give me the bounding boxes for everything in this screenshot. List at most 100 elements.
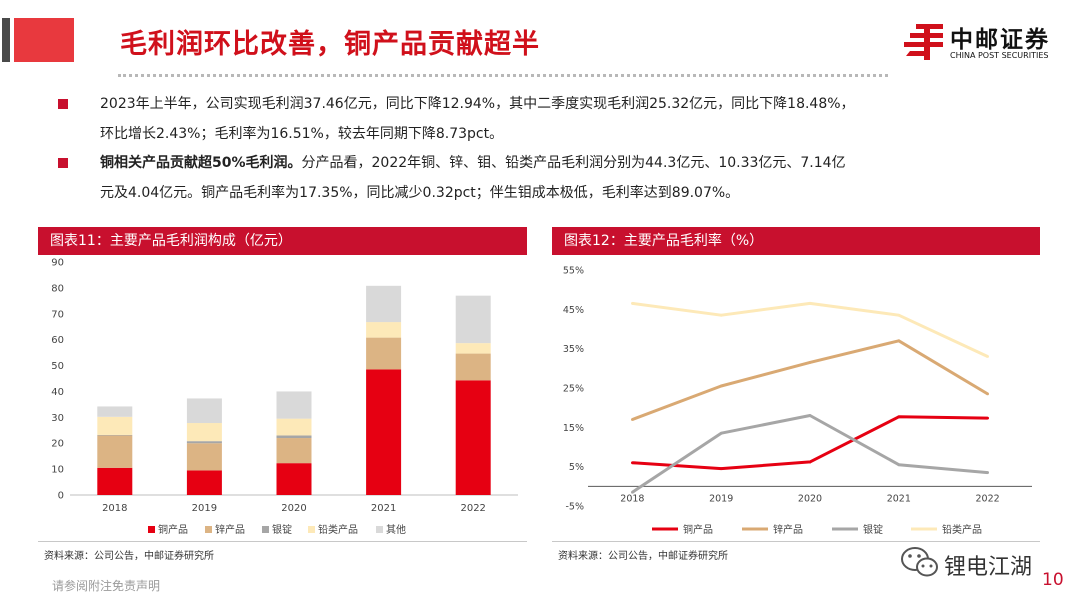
chart-12-source: 资料来源：公司公告，中邮证券研究所 [558,551,728,562]
y-tick-label: 5% [569,462,584,473]
bar-segment [366,322,402,338]
data-point [719,467,723,471]
y-tick-label: 30 [51,413,64,424]
data-point [808,302,812,305]
y-tick-label: 20 [51,439,64,450]
bar-segment [455,295,491,344]
bar-segment [97,467,133,495]
data-point [808,460,812,464]
data-point [808,414,812,417]
bar-segment [366,369,402,495]
data-point [631,302,634,305]
y-tick-label: 90 [51,258,64,269]
bar-segment [186,441,222,444]
series-line [632,301,989,358]
y-tick-label: 0 [58,491,64,502]
bar-segment [186,470,222,495]
x-tick-label: 2018 [620,493,644,504]
data-point [631,490,634,494]
bar-segment [186,423,222,442]
y-tick-label: 15% [563,423,584,434]
bar-segment [276,463,312,495]
bar-segment [276,435,312,439]
bar-segment [97,406,133,417]
chart-12-title: 图表12：主要产品毛利率（%） [552,227,1040,255]
y-tick-label: 60 [51,335,64,346]
data-point [719,384,723,388]
series-line [631,414,988,494]
data-point [897,463,901,467]
line-chart: -5% 5% 15% 25% 35% 45% 55% 2018 2019 2020 2021 2022… [563,266,1032,536]
series-line [631,339,989,421]
bar-segment [97,416,133,435]
y-tick-label: 40 [51,387,64,398]
bar-segment [276,438,312,464]
legend-label: 其他 [386,523,406,536]
company-logo: 中邮证券 CHINA POST SECURITIES [902,20,1072,64]
x-tick-label: 2022 [460,503,485,514]
data-point [986,392,989,396]
legend-swatch [148,526,155,533]
bar-segment [186,443,222,471]
legend-swatch [376,526,383,533]
bar-segment [366,337,402,370]
watermark-text: 锂电江湖 [944,555,1033,580]
y-tick-label: 45% [563,305,584,316]
disclaimer-text: 请参阅附注免责声明 [52,579,161,593]
data-point [719,431,723,435]
bar-segment [276,418,312,436]
data-point [986,416,989,420]
data-point [897,339,901,343]
page-title: 毛利润环比改善，铜产品贡献超半 [120,29,540,60]
source-divider [38,541,527,542]
chart-11-title: 图表11：主要产品毛利润构成（亿元） [38,227,527,255]
title-divider [118,74,888,77]
bullet-1-line-1: 2023年上半年，公司实现毛利润37.46亿元，同比下降12.94%，其中二季度… [100,96,855,112]
bar-segment [97,434,133,436]
y-tick-label: -5% [566,502,585,513]
legend-label: 铅类产品 [942,523,982,536]
chart-11-source: 资料来源：公司公告，中邮证券研究所 [44,551,214,562]
y-tick-label: 10 [51,465,64,476]
y-tick-label: 80 [51,283,64,294]
y-tick-label: 50 [51,361,64,372]
bullet-2-line-2: 元及4.04亿元。铜产品毛利率为17.35%，同比减少0.32pct；伴生钼成本… [100,185,740,201]
data-point [986,471,989,474]
legend-label: 锌产品 [773,523,803,536]
data-point [897,415,901,419]
y-tick-label: 25% [563,384,584,395]
legend-label: 银锭 [272,523,292,536]
data-point [719,313,723,317]
page-number: 10 [1042,570,1064,590]
logo-chinese-name: 中邮证券 [950,27,1050,53]
y-tick-label: 35% [563,344,584,355]
bar-segment [366,285,402,323]
x-tick-label: 2020 [798,493,822,504]
legend-label: 铜产品 [158,523,188,536]
bullet-marker [58,158,68,168]
bullet-2-line-1: 铜相关产品贡献超50%毛利润。分产品看，2022年铜、锌、钼、铅类产品毛利润分别… [100,152,846,174]
data-point [631,461,634,465]
legend-swatch [308,526,315,533]
legend-label: 锌产品 [215,523,245,536]
bullet-2-bold: 铜相关产品贡献超50%毛利润。 [100,155,302,171]
source-divider [552,541,1040,542]
legend-label: 铜产品 [683,523,713,536]
bullet-1-line-2: 环比增长2.43%；毛利率为16.51%，较去年同期下降8.73pct。 [100,126,504,142]
x-tick-label: 2021 [371,503,396,514]
china-post-emblem-icon [904,24,943,60]
wechat-icon [901,547,938,577]
data-point [897,313,901,317]
header-deco-red [14,18,74,62]
legend-swatch [262,526,269,533]
bar-segment [455,353,491,381]
data-point [808,361,812,364]
x-tick-label: 2018 [102,503,127,514]
wechat-watermark: 锂电江湖 [900,545,1045,585]
bar-segment [455,380,491,495]
x-tick-label: 2019 [709,493,733,504]
bar-segment [276,391,312,419]
logo-english-name: CHINA POST SECURITIES [950,51,1049,60]
x-tick-label: 2022 [976,493,1000,504]
legend-label: 银锭 [863,523,883,536]
